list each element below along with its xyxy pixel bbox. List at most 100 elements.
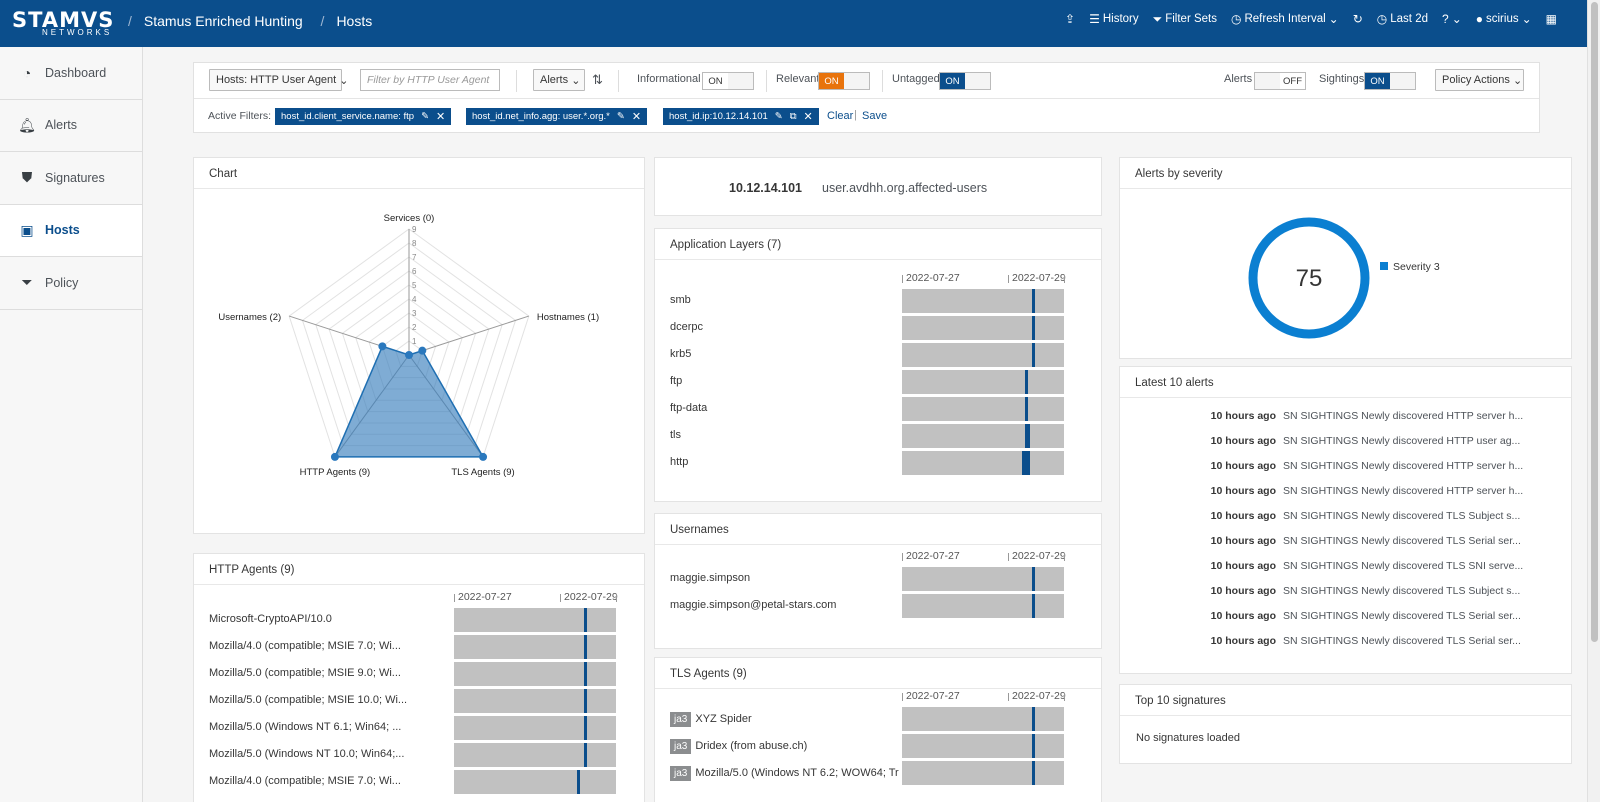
- alert-message[interactable]: SN SIGHTINGS Newly discovered HTTP user …: [1283, 435, 1521, 447]
- alert-message[interactable]: SN SIGHTINGS Newly discovered TLS Subjec…: [1283, 510, 1521, 522]
- alert-row[interactable]: 10 hours ago SN SIGHTINGS Newly discovere…: [1120, 510, 1571, 532]
- username-row[interactable]: maggie.simpson: [670, 572, 899, 584]
- untagged-toggle[interactable]: ON: [939, 72, 991, 90]
- sort-field-dropdown[interactable]: Alerts ⌄: [533, 69, 585, 91]
- sidebar-item-alerts[interactable]: 🔔︎ Alerts: [0, 100, 142, 152]
- http-agent-row[interactable]: Mozilla/5.0 (compatible; MSIE 9.0; Wi...: [209, 667, 451, 679]
- edit-icon[interactable]: ✎: [774, 111, 783, 122]
- stamus-logo[interactable]: STAMVS NETWORKS: [12, 8, 113, 38]
- timeline-bar[interactable]: [454, 689, 616, 713]
- severity-donut-ring[interactable]: [1248, 217, 1370, 339]
- timeline-bar[interactable]: [902, 761, 1064, 785]
- tls-agent-row[interactable]: ja3 XYZ Spider: [670, 712, 899, 727]
- remove-filter-icon[interactable]: ✕: [436, 111, 446, 123]
- sidebar-item-signatures[interactable]: ⛊ Signatures: [0, 152, 142, 205]
- sightings-toggle[interactable]: ON: [1364, 72, 1416, 90]
- filter-input[interactable]: Filter by HTTP User Agent: [360, 69, 500, 91]
- http-agent-row[interactable]: Mozilla/5.0 (Windows NT 10.0; Win64;...: [209, 748, 451, 760]
- breadcrumb-app[interactable]: Stamus Enriched Hunting: [143, 13, 303, 29]
- alert-message[interactable]: SN SIGHTINGS Newly discovered HTTP serve…: [1283, 485, 1524, 497]
- relevant-toggle[interactable]: ON: [818, 72, 870, 90]
- username-row[interactable]: maggie.simpson@petal-stars.com: [670, 599, 899, 611]
- alert-message[interactable]: SN SIGHTINGS Newly discovered HTTP serve…: [1283, 410, 1524, 422]
- sort-order-icon[interactable]: ⇅: [592, 72, 603, 87]
- refresh-interval-dropdown[interactable]: ◷ Refresh Interval ⌄: [1231, 13, 1339, 25]
- timeline-bar[interactable]: [902, 707, 1064, 731]
- timeline-bar[interactable]: [902, 289, 1064, 313]
- app-layer-row[interactable]: dcerpc: [670, 321, 899, 333]
- filter-sets-button[interactable]: ⏷ Filter Sets: [1153, 13, 1217, 25]
- edit-icon[interactable]: ✎: [616, 111, 625, 122]
- severity-legend-label[interactable]: Severity 3: [1393, 261, 1440, 273]
- upload-button[interactable]: ⇪: [1065, 13, 1075, 25]
- http-agent-row[interactable]: Mozilla/4.0 (compatible; MSIE 7.0; Wi...: [209, 775, 451, 787]
- timeline-bar[interactable]: [454, 662, 616, 686]
- filter-chip[interactable]: host_id.client_service.name: ftp ✎ ✕: [275, 108, 452, 125]
- help-dropdown[interactable]: ? ⌄: [1442, 13, 1462, 25]
- alert-row[interactable]: 10 hours ago SN SIGHTINGS Newly discovere…: [1120, 535, 1571, 557]
- edit-icon[interactable]: ✎: [421, 111, 430, 122]
- timeline-bar[interactable]: [454, 635, 616, 659]
- alert-row[interactable]: 10 hours ago SN SIGHTINGS Newly discovere…: [1120, 585, 1571, 607]
- remove-filter-icon[interactable]: ✕: [631, 111, 642, 123]
- timeline-bar[interactable]: [902, 316, 1064, 340]
- app-layer-row[interactable]: ftp: [670, 375, 899, 387]
- view-select-dropdown[interactable]: Hosts: HTTP User Agent ⌄: [209, 69, 349, 91]
- alert-message[interactable]: SN SIGHTINGS Newly discovered TLS Serial…: [1283, 535, 1521, 547]
- clear-filters-link[interactable]: Clear: [827, 110, 854, 122]
- time-period-button[interactable]: ◷ Last 2d: [1377, 13, 1428, 25]
- filter-chip[interactable]: host_id.net_info.agg: user.*.org.* ✎ ✕: [466, 108, 648, 125]
- timeline-bar[interactable]: [454, 716, 616, 740]
- timeline-bar[interactable]: [902, 451, 1064, 475]
- scrollbar-thumb[interactable]: [1591, 2, 1598, 642]
- http-agent-row[interactable]: Microsoft-CryptoAPI/10.0: [209, 613, 451, 625]
- page-scrollbar[interactable]: [1587, 0, 1600, 802]
- http-agent-row[interactable]: Mozilla/5.0 (Windows NT 6.1; Win64; ...: [209, 721, 451, 733]
- informational-toggle[interactable]: ON: [702, 72, 754, 90]
- radar-point[interactable]: [479, 452, 488, 461]
- filter-chip[interactable]: host_id.ip:10.12.14.101 ✎ ⧉ ✕: [663, 108, 819, 125]
- radar-point[interactable]: [330, 452, 339, 461]
- user-menu[interactable]: ● scirius ⌄: [1476, 13, 1532, 25]
- alert-message[interactable]: SN SIGHTINGS Newly discovered TLS Subjec…: [1283, 585, 1521, 597]
- app-layer-row[interactable]: krb5: [670, 348, 899, 360]
- alert-row[interactable]: 10 hours ago SN SIGHTINGS Newly discovere…: [1120, 485, 1571, 507]
- refresh-button[interactable]: ↻: [1353, 13, 1363, 25]
- alert-message[interactable]: SN SIGHTINGS Newly discovered TLS Serial…: [1283, 635, 1521, 647]
- timeline-bar[interactable]: [454, 770, 616, 794]
- radar-point[interactable]: [418, 346, 427, 355]
- alert-row[interactable]: 10 hours ago SN SIGHTINGS Newly discovere…: [1120, 460, 1571, 482]
- tls-agent-row[interactable]: ja3 Dridex (from abuse.ch): [670, 739, 899, 754]
- tls-agent-row[interactable]: ja3 Mozilla/5.0 (Windows NT 6.2; WOW64; T…: [670, 766, 899, 781]
- alerts-toggle[interactable]: OFF: [1254, 72, 1306, 90]
- timeline-bar[interactable]: [902, 424, 1064, 448]
- timeline-bar[interactable]: [902, 734, 1064, 758]
- radar-point[interactable]: [405, 351, 413, 359]
- alert-message[interactable]: SN SIGHTINGS Newly discovered HTTP serve…: [1283, 460, 1524, 472]
- http-agent-row[interactable]: Mozilla/5.0 (compatible; MSIE 10.0; Wi..…: [209, 694, 451, 706]
- policy-actions-dropdown[interactable]: Policy Actions ⌄: [1435, 69, 1524, 91]
- sidebar-item-hosts[interactable]: ▣ Hosts: [0, 204, 142, 257]
- timeline-bar[interactable]: [902, 343, 1064, 367]
- sidebar-item-dashboard[interactable]: ◔ Dashboard: [0, 47, 142, 100]
- sidebar-item-policy[interactable]: ⏷ Policy: [0, 257, 142, 310]
- copy-icon[interactable]: ⧉: [789, 111, 797, 122]
- alert-row[interactable]: 10 hours ago SN SIGHTINGS Newly discovere…: [1120, 560, 1571, 582]
- alert-message[interactable]: SN SIGHTINGS Newly discovered TLS SNI se…: [1283, 560, 1524, 572]
- apps-button[interactable]: ▦: [1546, 13, 1557, 25]
- history-button[interactable]: ☰ History: [1089, 13, 1139, 25]
- remove-filter-icon[interactable]: ✕: [803, 111, 813, 123]
- timeline-bar[interactable]: [902, 567, 1064, 591]
- timeline-bar[interactable]: [454, 608, 616, 632]
- app-layer-row[interactable]: smb: [670, 294, 899, 306]
- alert-row[interactable]: 10 hours ago SN SIGHTINGS Newly discovere…: [1120, 410, 1571, 432]
- save-filters-link[interactable]: Save: [862, 110, 888, 122]
- timeline-bar[interactable]: [902, 397, 1064, 421]
- radar-point[interactable]: [378, 342, 387, 351]
- alert-message[interactable]: SN SIGHTINGS Newly discovered TLS Serial…: [1283, 610, 1521, 622]
- alert-row[interactable]: 10 hours ago SN SIGHTINGS Newly discovere…: [1120, 610, 1571, 632]
- app-layer-row[interactable]: ftp-data: [670, 402, 899, 414]
- timeline-bar[interactable]: [454, 743, 616, 767]
- app-layer-row[interactable]: tls: [670, 429, 899, 441]
- alert-row[interactable]: 10 hours ago SN SIGHTINGS Newly discovere…: [1120, 635, 1571, 657]
